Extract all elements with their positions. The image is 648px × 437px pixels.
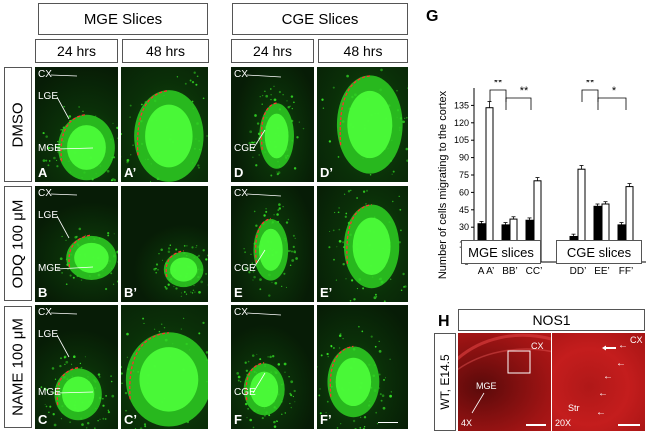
row-label-dmso: DMSO — [4, 67, 32, 182]
micrograph-panel: A CX LGE MGE — [35, 67, 118, 182]
panel-letter: B’ — [124, 285, 137, 300]
cx-label: CX — [234, 69, 248, 80]
lge-label: LGE — [38, 91, 59, 102]
scale-bar — [526, 424, 546, 426]
micrograph-panel: E’ — [317, 186, 408, 302]
header-cge-24hrs: 24 hrs — [231, 39, 314, 63]
panel-letter: E’ — [320, 285, 333, 300]
cge-label: CGE — [234, 263, 256, 274]
micrograph-panel: D CX CGE — [231, 67, 314, 182]
significance-bracket — [581, 89, 599, 102]
row-label-name: NAME 100 μM — [4, 306, 32, 428]
y-tick-label: 45 — [459, 205, 469, 215]
panel-letter: A — [38, 165, 48, 180]
panel-letter: C’ — [124, 412, 137, 427]
cx-label: CX — [38, 69, 52, 80]
arrow-icon: ← — [596, 407, 606, 418]
nos1-20x-str-label: Str — [568, 403, 580, 413]
chart-g: 0153045607590105120135Number of cells mi… — [437, 80, 646, 279]
header-cge-48hrs: 48 hrs — [318, 39, 408, 63]
row-label-odq: ODQ 100 μM — [4, 186, 32, 301]
micrograph-panel: F’ — [317, 305, 408, 429]
arrow-icon: ← — [598, 388, 608, 399]
y-tick-label: 75 — [459, 170, 469, 180]
panel-letter-h: H — [438, 313, 450, 330]
nos1-20x-mag-label: 20X — [555, 418, 572, 428]
nos1-4x-mge-label: MGE — [476, 381, 497, 391]
header-mge-48hrs: 48 hrs — [122, 39, 209, 63]
mge-label: MGE — [38, 263, 61, 274]
micrograph-panel: E CX CGE — [231, 186, 314, 302]
significance-marker: * — [612, 85, 617, 97]
panel-letter: F — [234, 412, 242, 427]
significance-marker: ** — [494, 80, 503, 89]
panel-h-side-label: WT, E14.5 — [434, 333, 456, 431]
y-tick-label: 105 — [454, 135, 469, 145]
x-tick-label: EE’ — [594, 266, 610, 277]
panel-letter: F’ — [320, 412, 332, 427]
nos1-4x-cx-label: CX — [531, 341, 544, 351]
nos1-4x-image: CX MGE 4X — [458, 333, 551, 431]
panel-letter: C — [38, 412, 48, 427]
x-tick-label: CC’ — [526, 266, 543, 277]
cx-label: CX — [38, 188, 52, 199]
header-mge-slices: MGE Slices — [38, 3, 208, 35]
panel-letter: B — [38, 285, 48, 300]
significance-marker: ** — [586, 80, 595, 89]
panel-letter: D’ — [320, 165, 333, 180]
micrograph-panel: A’ — [121, 67, 208, 182]
significance-marker: ** — [520, 85, 529, 97]
cx-label: CX — [234, 188, 248, 199]
y-tick-label: 60 — [459, 187, 469, 197]
cx-label: CX — [38, 307, 52, 318]
header-mge-24hrs: 24 hrs — [35, 39, 118, 63]
arrow-icon: ← — [616, 358, 626, 369]
lge-label: LGE — [38, 210, 59, 221]
panel-letter: E — [234, 285, 243, 300]
arrow-icons — [602, 345, 616, 351]
mge-label: MGE — [38, 387, 61, 398]
micrograph-panel: D’ — [317, 67, 408, 182]
panel-letter-g: G — [426, 8, 439, 25]
header-cge-slices: CGE Slices — [232, 3, 408, 35]
micrograph-panel: B CX LGE MGE — [35, 186, 118, 302]
panel-h-title: NOS1 — [458, 309, 645, 331]
mge-label: MGE — [38, 143, 61, 154]
x-tick-label: DD’ — [570, 266, 587, 277]
x-tick-label: BB’ — [502, 266, 518, 277]
y-tick-label: 135 — [454, 100, 469, 110]
scale-bar — [618, 424, 640, 426]
arrow-icon: ← — [603, 371, 613, 382]
nos1-20x-cx-label: CX — [630, 335, 643, 345]
nos1-20x-image: CX Str 20X ← ← ← ← ← — [552, 333, 645, 431]
micrograph-panel: C CX LGE MGE — [35, 305, 118, 429]
bar — [485, 107, 494, 263]
cge-label: CGE — [234, 143, 256, 154]
cx-label: CX — [234, 307, 248, 318]
y-tick-label: 120 — [454, 118, 469, 128]
lge-label: LGE — [38, 329, 59, 340]
significance-bracket — [597, 97, 627, 110]
nos1-4x-mag-label: 4X — [461, 418, 473, 428]
scale-bar — [378, 421, 398, 423]
group-label-mge: MGE slices — [461, 240, 541, 264]
group-label-cge: CGE slices — [556, 240, 642, 264]
arrow-icon: ← — [618, 340, 628, 351]
panel-letter: A’ — [124, 165, 137, 180]
y-axis-label: Number of cells migrating to the cortex — [437, 90, 449, 279]
micrograph-panel: C’ — [121, 305, 208, 429]
cge-label: CGE — [234, 387, 256, 398]
micrograph-panel: B’ — [121, 186, 208, 302]
y-tick-label: 30 — [459, 222, 469, 232]
x-tick-label: FF’ — [619, 266, 633, 277]
x-tick-label: A A’ — [478, 266, 495, 277]
panel-letter: D — [234, 165, 244, 180]
significance-bracket — [505, 97, 532, 110]
significance-bracket — [489, 89, 507, 102]
y-tick-label: 90 — [459, 153, 469, 163]
micrograph-panel: F CX CGE — [231, 305, 314, 429]
